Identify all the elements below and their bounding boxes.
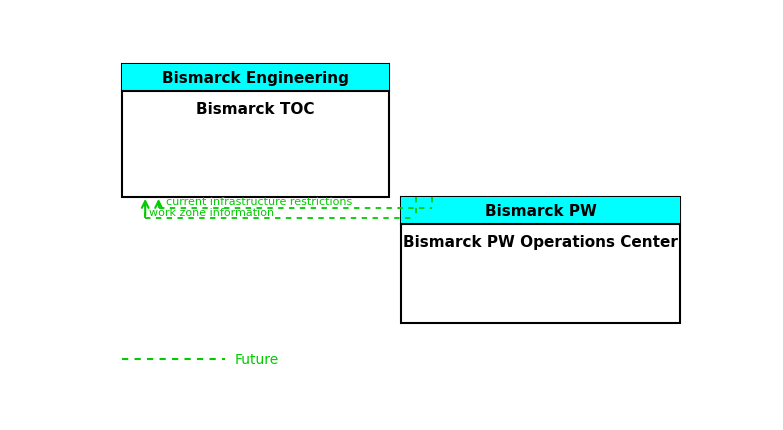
Bar [122,65,389,91]
Bar [122,65,389,197]
Text: Bismarck TOC: Bismarck TOC [197,101,315,116]
Text: Future: Future [234,353,279,366]
Text: Bismarck Engineering: Bismarck Engineering [162,71,349,86]
Bar [402,197,680,323]
Text: Bismarck PW: Bismarck PW [485,204,597,218]
Text: Bismarck PW Operations Center: Bismarck PW Operations Center [403,235,678,250]
Text: work zone information: work zone information [149,207,274,217]
Bar [402,197,680,225]
Text: current infrastructure restrictions: current infrastructure restrictions [166,197,352,207]
